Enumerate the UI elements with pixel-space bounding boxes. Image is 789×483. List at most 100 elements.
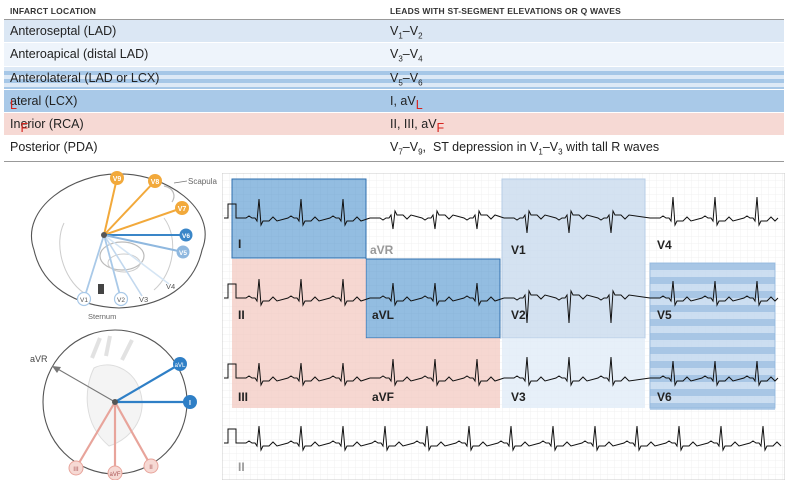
region-stripe (650, 389, 775, 396)
precordial-lead-diagram: Scapula Sternum V9 V8 V7 V6 V5 V4 V3 V2 … (31, 171, 217, 320)
lead-V6-marker: V6 (179, 228, 193, 242)
sternum-label: Sternum (88, 312, 116, 320)
svg-text:V9: V9 (113, 176, 122, 183)
header-leads: LEADS WITH ST-SEGMENT ELEVATIONS OR Q WA… (390, 6, 622, 16)
lead-vector-line (83, 234, 105, 300)
table-header: INFARCT LOCATION LEADS WITH ST-SEGMENT E… (4, 2, 784, 20)
leads-cell: I, aV L (390, 93, 423, 112)
ecg-trace-aVF (370, 358, 505, 387)
lead-V5-marker: V5 (176, 245, 190, 259)
ecg-trace-V4 (650, 196, 779, 227)
lead-V7-marker: V7 (175, 201, 189, 215)
leads-cell: II, III, aV F (390, 117, 445, 136)
lead-vector-line (103, 234, 122, 300)
svg-text:aVL: aVL (175, 363, 186, 369)
scapula-label: Scapula (188, 177, 217, 186)
infarct-location-cell: Anterolateral (LAD or LCX) (10, 70, 160, 85)
svg-text:V1: V1 (80, 297, 88, 304)
region-stripe (650, 263, 775, 270)
infarct-location-cell: Anteroseptal (LAD) (10, 24, 117, 38)
ecg-trace-V3 (504, 356, 651, 387)
svg-text:I: I (189, 400, 191, 407)
infarct-location-table: INFARCT LOCATION LEADS WITH ST-SEGMENT E… (4, 2, 784, 160)
lead-II-marker: II (143, 458, 159, 474)
ecg-label-V1: V1 (511, 243, 526, 257)
ecg-trace-aVR (370, 209, 505, 230)
ecg-trace-V5 (650, 280, 779, 307)
lead-V9-marker: V9 (110, 171, 124, 185)
region-stripe (650, 347, 775, 354)
ecg-trace-aVL (370, 282, 505, 307)
ecg-trace-I (224, 198, 371, 227)
table-row: Anterolateral (LAD or LCX) V5–V6 (4, 66, 784, 90)
lead-vector-line (103, 234, 170, 285)
region-stripe (650, 361, 775, 368)
ecg-trace-II (224, 278, 371, 307)
lead-III-marker: III (68, 460, 84, 476)
ecg-label-II: II (238, 308, 245, 322)
svg-text:V5: V5 (179, 250, 187, 257)
ecg-trace-rhythm-II (224, 425, 782, 452)
table-row: Anteroapical (distal LAD) V3–V4 (4, 43, 784, 67)
leads-cell: V7–V9, ST depression in V1–V3 with tall … (390, 140, 660, 157)
ecg-trace-III (224, 362, 371, 387)
ecg-label-rhythm-II: II (238, 460, 245, 474)
lead-I-marker: I (183, 395, 197, 409)
ecg-label-V4: V4 (657, 238, 672, 252)
ecg-label-I: I (238, 237, 242, 251)
limb-lead-diagram: aVR aVL I III aVF II (30, 329, 197, 480)
region-stripe (650, 403, 775, 410)
region-stripe (650, 291, 775, 298)
infarct-location-cell: Anteroapical (distal LAD) (10, 47, 149, 62)
lead-vector-line (103, 177, 118, 236)
lead-V1-marker: V1 (76, 291, 92, 307)
ecg-label-aVL: aVL (372, 308, 395, 322)
ecg-label-aVF: aVF (372, 390, 395, 404)
lead-aVL-marker: aVL (173, 357, 187, 371)
lead-vector-line (103, 207, 183, 236)
region-stripe (650, 277, 775, 284)
ecg-label-V6: V6 (657, 390, 672, 404)
ecg-label-V5: V5 (657, 308, 672, 322)
svg-text:aVF: aVF (109, 472, 120, 478)
region-stripe (650, 319, 775, 326)
lead-vector-line (103, 234, 143, 297)
svg-text:V7: V7 (178, 206, 187, 213)
ecg-label-III: III (238, 390, 249, 404)
ecg-label-V3: V3 (511, 390, 526, 404)
table-row: Posterior (PDA) V7–V9, ST depression in V… (4, 136, 784, 160)
leads-cell: V1–V2 (390, 24, 423, 41)
region-stripe (650, 333, 775, 340)
svg-text:V2: V2 (117, 297, 125, 304)
header-infarct-location: INFARCT LOCATION (10, 6, 97, 16)
ecg-trace-V2 (504, 289, 651, 324)
region-stripe (650, 375, 775, 382)
leads-cell: V5–V6 (390, 70, 423, 88)
lead-V8-marker: V8 (148, 174, 162, 188)
svg-text:V8: V8 (151, 179, 160, 186)
svg-text:II: II (149, 464, 153, 471)
lead-V4-label: V4 (166, 282, 175, 291)
table-bottom-rule (4, 161, 784, 162)
lead-aVR-label: aVR (30, 354, 48, 364)
svg-text:V6: V6 (182, 233, 190, 240)
ecg-trace-V1 (504, 209, 651, 234)
infarct-location-cell: Posterior (PDA) (10, 140, 98, 155)
region-stripe (650, 305, 775, 312)
table-row: Anteroseptal (LAD) V1–V2 (4, 20, 784, 44)
leads-cell: V3–V4 (390, 47, 423, 64)
ecg-label-aVR: aVR (370, 243, 394, 257)
ecg-label-V2: V2 (511, 308, 526, 322)
lead-V3-label: V3 (139, 295, 148, 304)
lead-V2-marker: V2 (113, 291, 129, 307)
svg-text:III: III (73, 466, 79, 473)
region-inferior (232, 259, 366, 408)
lead-vector-line (103, 180, 156, 236)
ecg-trace-V6 (650, 360, 779, 387)
lead-aVF-marker: aVF (107, 465, 123, 480)
lead-vector-line (103, 234, 184, 253)
